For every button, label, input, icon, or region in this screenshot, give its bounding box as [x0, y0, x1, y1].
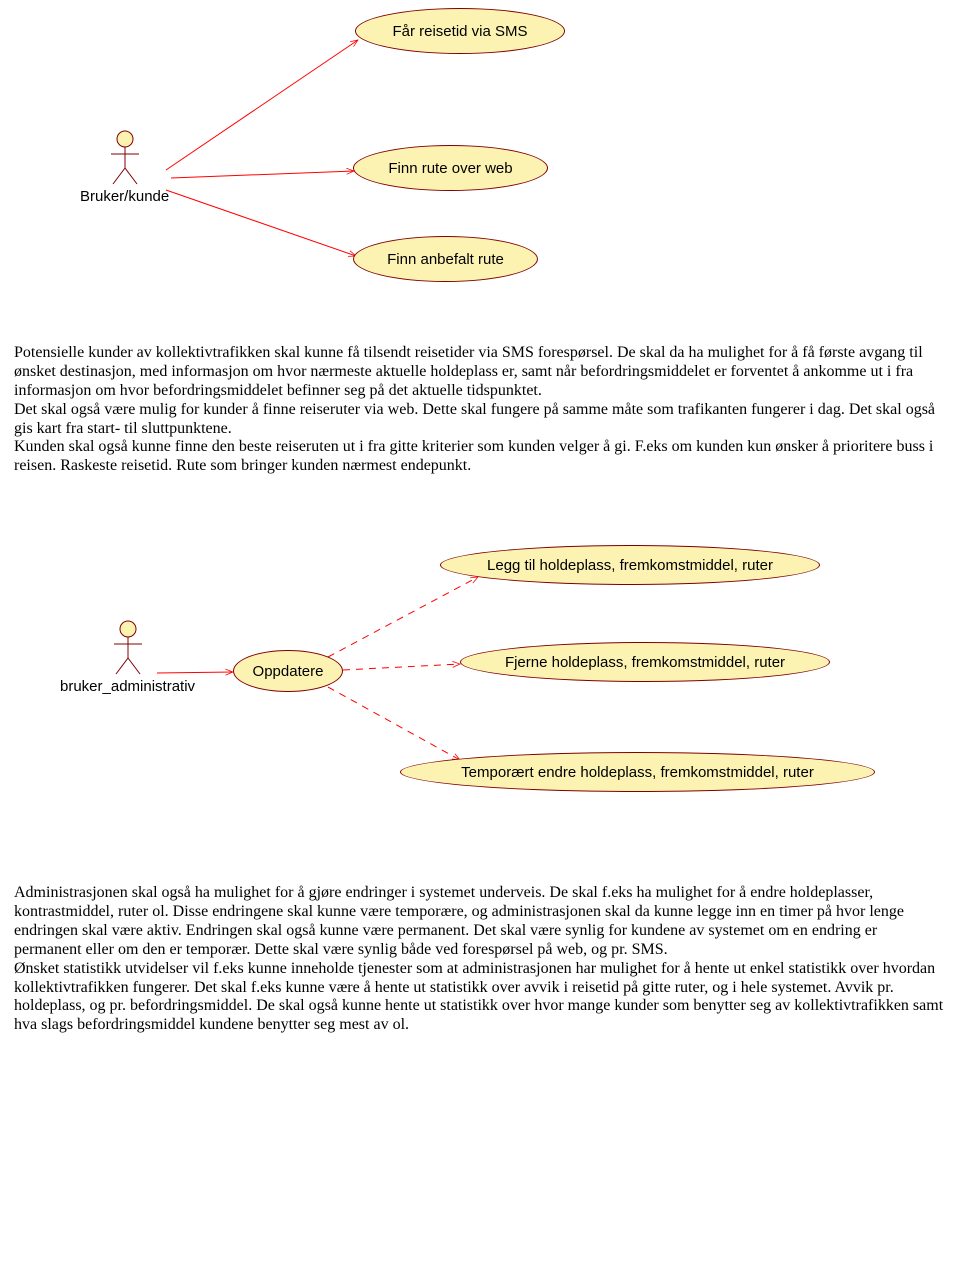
usecase-diagram-customer: Bruker/kunde Får reisetid via SMS Finn ru… [0, 0, 960, 340]
usecase-label: Legg til holdeplass, fremkomstmiddel, ru… [487, 557, 773, 574]
usecase-label: Får reisetid via SMS [392, 23, 527, 40]
usecase-uc1-anbef: Finn anbefalt rute [353, 236, 538, 282]
usecase-diagram-admin: bruker_administrativ Oppdatere Legg til h… [0, 520, 960, 840]
paragraph-customer-description: Potensielle kunder av kollektivtrafikken… [0, 340, 960, 480]
actor-customer: Bruker/kunde [80, 130, 169, 205]
usecase-label: Finn rute over web [388, 160, 512, 177]
edge [166, 40, 358, 170]
actor-admin-label: bruker_administrativ [60, 678, 195, 695]
page-canvas: Bruker/kunde Får reisetid via SMS Finn ru… [0, 0, 960, 1039]
edge [328, 687, 460, 760]
usecase-uc2-legg: Legg til holdeplass, fremkomstmiddel, ru… [440, 545, 820, 585]
usecase-uc2-temp: Temporært endre holdeplass, fremkomstmid… [400, 752, 875, 792]
usecase-uc2-opp: Oppdatere [233, 650, 343, 692]
usecase-label: Fjerne holdeplass, fremkomstmiddel, rute… [505, 654, 785, 671]
actor-stickfigure-icon [111, 620, 145, 676]
paragraph-admin-description: Administrasjonen skal også ha mulighet f… [0, 880, 960, 1039]
usecase-uc1-sms: Får reisetid via SMS [355, 8, 565, 54]
actor-stickfigure-icon [108, 130, 142, 186]
edge [328, 577, 478, 657]
usecase-uc2-fjern: Fjerne holdeplass, fremkomstmiddel, rute… [460, 642, 830, 682]
actor-admin: bruker_administrativ [60, 620, 195, 695]
usecase-label: Finn anbefalt rute [387, 251, 504, 268]
edge [166, 190, 356, 256]
usecase-label: Oppdatere [253, 663, 324, 680]
edge [171, 171, 354, 178]
edge [343, 664, 460, 670]
usecase-uc1-web: Finn rute over web [353, 145, 548, 191]
actor-customer-label: Bruker/kunde [80, 188, 169, 205]
usecase-label: Temporært endre holdeplass, fremkomstmid… [461, 764, 814, 781]
